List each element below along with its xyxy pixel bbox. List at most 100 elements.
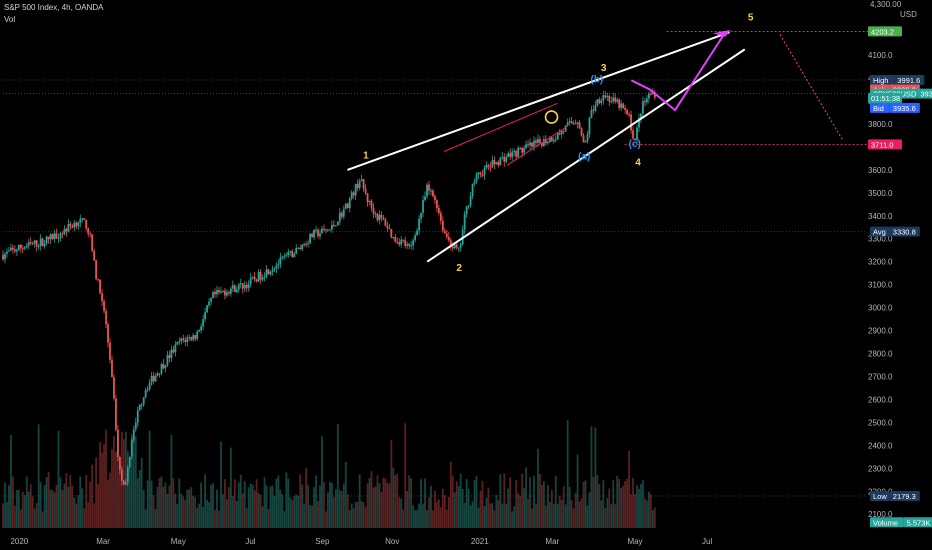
candle-body: [455, 244, 458, 248]
price-pill: 4203.2: [868, 26, 902, 37]
volume-bar: [53, 492, 56, 528]
candle-body: [400, 239, 403, 245]
candle-body: [150, 375, 153, 383]
candle-body: [336, 221, 339, 226]
candle-body: [424, 196, 426, 201]
volume-bar: [578, 501, 581, 528]
volume-bar: [612, 480, 615, 528]
volume-bar: [307, 485, 310, 528]
candle-body: [168, 355, 171, 358]
volume-bar: [362, 502, 365, 528]
volume-bar: [368, 477, 371, 528]
candle-body: [556, 133, 559, 140]
candle-body: [406, 244, 409, 246]
candle-body: [548, 137, 551, 142]
price-pill-value-bg: [889, 102, 920, 113]
volume-bar: [299, 474, 302, 528]
volume-bar: [233, 479, 236, 528]
candle-body: [647, 93, 650, 99]
volume-bar: [208, 502, 210, 528]
candle-body: [620, 103, 623, 108]
candle-body: [521, 148, 523, 153]
volume-bar: [505, 503, 508, 528]
volume-bar: [558, 495, 561, 528]
price-tick-label: 3600.0: [868, 166, 893, 175]
volume-bar: [283, 511, 286, 528]
candle-body: [53, 233, 56, 240]
candle-body: [93, 250, 96, 261]
wave-label: 4: [635, 157, 641, 168]
volume-bar: [89, 481, 92, 528]
candle-body: [529, 142, 531, 146]
candle-body: [75, 222, 78, 227]
volume-bar: [493, 510, 496, 528]
volume-bar: [461, 488, 464, 528]
price-pill: 01:51:38: [868, 93, 902, 104]
price-pill-tag: [870, 517, 904, 528]
volume-bar: [126, 451, 129, 528]
volume-bar: [649, 494, 652, 528]
candle-body: [352, 192, 355, 196]
volume-bar: [25, 476, 28, 528]
candle-body: [390, 229, 393, 238]
volume-bar: [600, 500, 603, 528]
candle-body: [176, 341, 179, 345]
candle-body: [370, 200, 373, 208]
candle-body: [358, 181, 361, 189]
candle-body: [489, 166, 492, 168]
price-pill-value: 3935.8: [920, 90, 932, 99]
volume-bar: [338, 490, 341, 528]
candle-body: [283, 256, 286, 258]
price-axis[interactable]: 4,300.00USD4100.04000.03900.03800.03600.…: [868, 0, 932, 528]
candle-body: [206, 305, 208, 313]
candle-body: [323, 228, 325, 230]
volume-bar: [255, 479, 258, 528]
drawings: [347, 29, 869, 263]
candle-body: [130, 440, 133, 457]
volume-bar: [83, 508, 86, 528]
candle-body: [503, 156, 506, 162]
volume-bar: [570, 500, 573, 528]
price-pill-value-bg: [889, 491, 920, 502]
candle-body: [186, 337, 189, 342]
volume-bar: [313, 487, 315, 528]
volume-bar: [642, 479, 644, 528]
price-pill-value: 3330.8: [893, 228, 916, 237]
volume-bar: [10, 435, 12, 528]
volume-bar: [412, 505, 415, 528]
wave-label: 1: [363, 150, 369, 161]
candle-body: [235, 289, 238, 292]
candle-body: [79, 218, 82, 223]
candle-body: [10, 247, 12, 251]
volume-bar: [204, 474, 206, 528]
candle-body: [360, 179, 363, 182]
volume-bar: [483, 506, 486, 528]
candle-body: [636, 127, 638, 140]
volume-bar: [622, 485, 625, 528]
candle-body: [118, 457, 121, 470]
candle-body: [166, 355, 169, 366]
volume-bar: [380, 491, 383, 528]
candle-body: [634, 138, 636, 140]
candle-body: [544, 139, 547, 144]
candle-body: [628, 114, 630, 116]
candle-body: [531, 142, 533, 147]
price-pill-value-bg: [889, 226, 920, 237]
volume-bar: [95, 457, 98, 528]
candle-body: [525, 144, 527, 149]
volume-bar: [281, 494, 284, 528]
candle-body: [279, 257, 282, 265]
volume-bar: [636, 485, 638, 528]
candle-body: [626, 109, 629, 115]
time-axis[interactable]: 2020 Mar May Jul Sep Nov 2021 Mar May Jul: [10, 537, 712, 546]
price-pill-value: 3711.0: [871, 140, 893, 149]
volume-bar: [136, 478, 139, 528]
volume-bar: [596, 475, 599, 528]
candle-body: [610, 101, 613, 103]
volume-bar: [422, 504, 424, 528]
price-pill-tag: [870, 74, 895, 85]
time-tick-label: Nov: [385, 537, 399, 546]
time-tick-label: May: [627, 537, 642, 546]
volume-bar: [372, 487, 375, 528]
